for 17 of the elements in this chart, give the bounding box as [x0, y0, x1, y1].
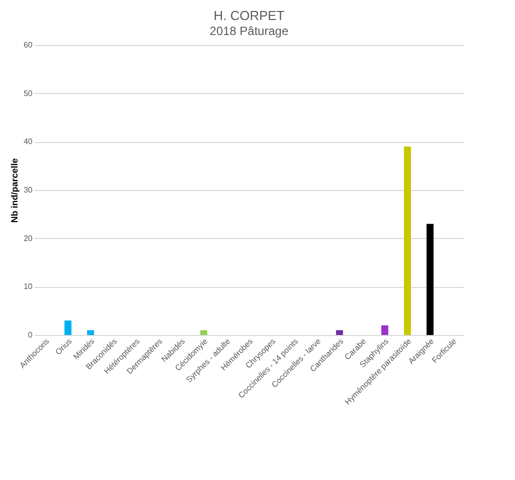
bar — [200, 330, 208, 335]
y-tick-label: 30 — [24, 186, 34, 194]
bar — [87, 330, 94, 335]
bar — [381, 325, 388, 335]
y-tick-label: 40 — [24, 137, 34, 146]
chart-subtitle: 2018 Pâturage — [210, 24, 289, 38]
bar — [336, 330, 344, 335]
y-tick-label: 50 — [24, 88, 34, 98]
bar — [404, 146, 411, 335]
y-tick-label: 10 — [24, 282, 34, 292]
y-tick-label: 60 — [24, 40, 34, 50]
y-tick-label: 0 — [28, 330, 34, 340]
y-tick-label: 20 — [24, 234, 34, 243]
y-axis-title: Nb ind/parcelle — [10, 158, 20, 223]
chart-title: H. CORPET — [214, 8, 284, 23]
bar — [64, 320, 72, 335]
bar — [426, 224, 434, 335]
